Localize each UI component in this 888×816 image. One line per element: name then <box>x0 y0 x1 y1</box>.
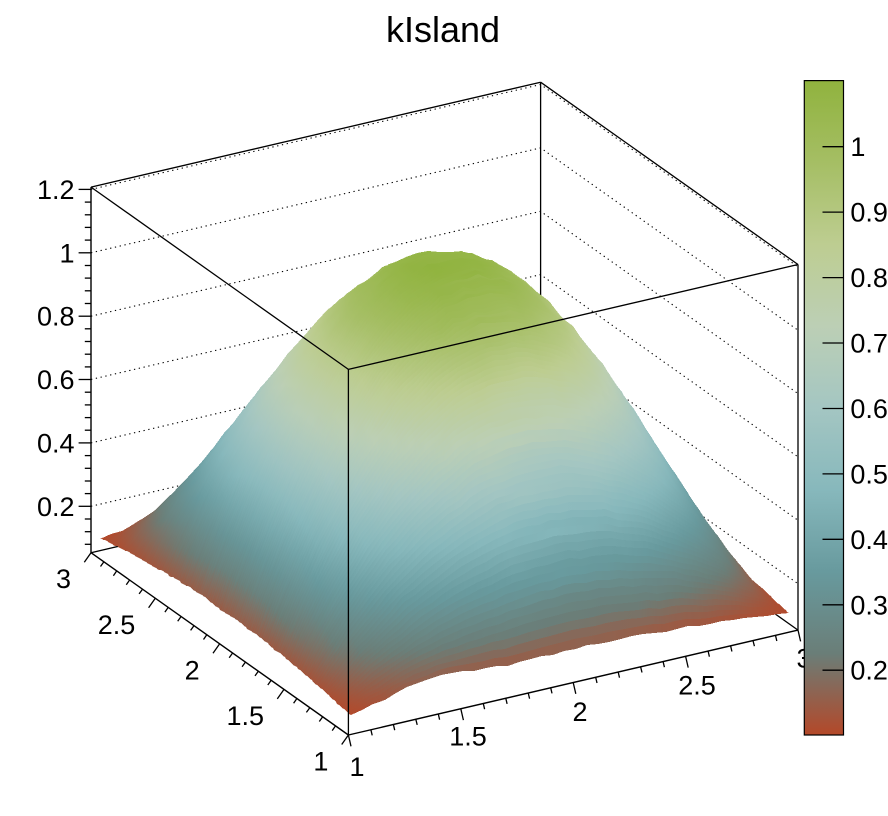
svg-text:0.4: 0.4 <box>850 525 888 555</box>
svg-text:1: 1 <box>59 238 74 268</box>
svg-text:0.6: 0.6 <box>850 394 888 424</box>
svg-text:0.8: 0.8 <box>850 263 888 293</box>
svg-text:1: 1 <box>850 132 865 162</box>
svg-text:2.5: 2.5 <box>678 671 716 701</box>
svg-text:0.6: 0.6 <box>37 365 75 395</box>
svg-text:0.7: 0.7 <box>850 329 888 359</box>
svg-text:0.3: 0.3 <box>850 590 888 620</box>
svg-text:1.2: 1.2 <box>37 175 75 205</box>
svg-text:3: 3 <box>56 564 71 594</box>
svg-text:0.2: 0.2 <box>850 656 888 686</box>
svg-text:0.8: 0.8 <box>37 302 75 332</box>
svg-text:2.5: 2.5 <box>98 610 136 640</box>
svg-text:1: 1 <box>313 747 328 777</box>
svg-text:2: 2 <box>185 655 200 685</box>
svg-text:0.4: 0.4 <box>37 428 75 458</box>
svg-text:0.5: 0.5 <box>850 459 888 489</box>
svg-text:2: 2 <box>572 697 587 727</box>
svg-text:1.5: 1.5 <box>226 701 264 731</box>
svg-text:0.2: 0.2 <box>37 492 75 522</box>
svg-text:0.9: 0.9 <box>850 198 888 228</box>
svg-text:1: 1 <box>349 752 364 782</box>
svg-text:1.5: 1.5 <box>449 722 487 752</box>
svg-text:kIsland: kIsland <box>386 9 500 50</box>
